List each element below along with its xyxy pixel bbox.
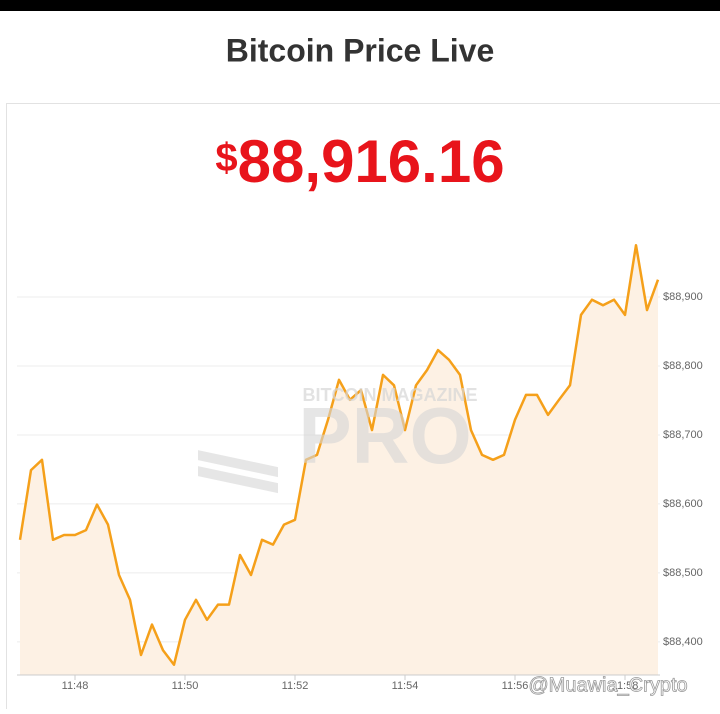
x-tick-label: 11:54 [392,680,419,692]
y-tick-label: $88,400 [663,636,703,648]
y-tick-label: $88,900 [663,291,703,303]
watermark-logo: PRO [298,391,471,480]
x-tick-label: 11:56 [502,680,529,692]
y-tick-label: $88,700 [663,429,703,441]
price-amount: 88,916.16 [238,128,505,195]
y-tick-label: $88,600 [663,498,703,510]
y-tick-label: $88,500 [663,567,703,579]
currency: $ [215,136,237,180]
price: $88,916.16 [215,128,504,195]
x-tick-label: 11:50 [172,680,199,692]
y-tick-label: $88,800 [663,360,703,372]
top-bar [0,0,720,11]
x-tick-label: 11:52 [282,680,309,692]
watermark-handle: @Muawia_Crypto [528,674,687,696]
chart-title: Bitcoin Price Live [226,32,495,68]
x-tick-label: 11:48 [62,680,89,692]
